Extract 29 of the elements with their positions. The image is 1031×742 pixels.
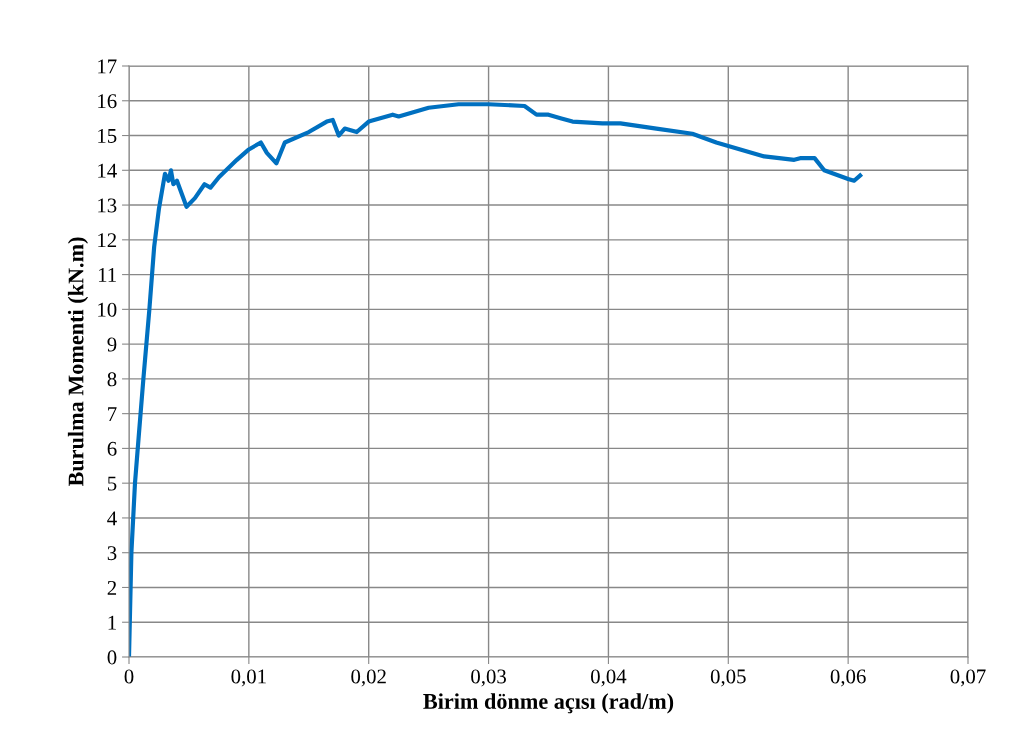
y-tick-label: 13 xyxy=(98,198,117,213)
y-tick-label: 9 xyxy=(107,337,117,352)
y-axis-title: Burulma Momenti (kN.m) xyxy=(67,237,89,487)
x-tick-label: 0 xyxy=(124,669,134,684)
x-tick-label: 0,07 xyxy=(950,669,986,687)
x-tick-label: 0,01 xyxy=(231,669,266,687)
x-tick-label: 0,04 xyxy=(590,669,627,687)
x-axis-title: Birim dönme açısı (rad/m) xyxy=(423,693,674,714)
x-tick-label: 0,06 xyxy=(830,669,866,687)
y-tick-label: 10 xyxy=(98,302,117,317)
y-tick-label: 5 xyxy=(107,476,117,491)
y-tick-label: 8 xyxy=(107,372,117,387)
y-tick-label: 11 xyxy=(98,268,116,282)
line-series xyxy=(129,102,863,657)
y-tick-label: 17 xyxy=(98,59,117,74)
y-tick-label: 0 xyxy=(107,650,117,665)
y-tick-label: 7 xyxy=(108,407,117,421)
y-tick-label: 2 xyxy=(107,580,117,595)
y-tick-label: 12 xyxy=(98,233,117,248)
x-tick-label: 0,03 xyxy=(471,669,506,687)
y-tick-label: 16 xyxy=(98,94,117,109)
y-tick-label: 14 xyxy=(98,163,117,178)
y-tick-label: 6 xyxy=(107,441,117,456)
y-tick-label: 1 xyxy=(108,615,116,630)
x-tick-label: 0,02 xyxy=(351,669,386,687)
y-tick-label: 15 xyxy=(98,129,117,143)
y-tick-label: 4 xyxy=(107,511,117,526)
y-tick-label: 3 xyxy=(107,546,117,561)
x-tick-label: 0,05 xyxy=(710,669,746,687)
